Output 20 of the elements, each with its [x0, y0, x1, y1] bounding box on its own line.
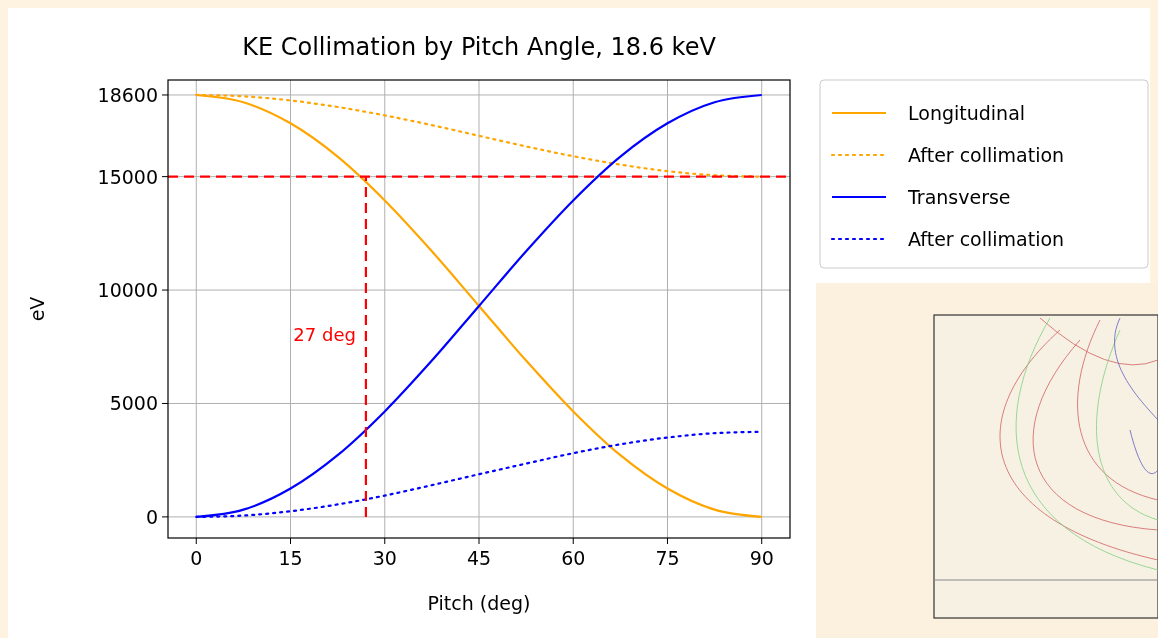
x-tick-label: 30 — [372, 547, 397, 569]
y-tick-label: 10000 — [97, 279, 158, 302]
y-tick-label: 15000 — [97, 165, 158, 188]
chart-title: KE Collimation by Pitch Angle, 18.6 keV — [242, 33, 717, 61]
y-tick-label: 18600 — [97, 83, 158, 106]
x-tick-label: 45 — [466, 547, 492, 569]
x-tick-label: 0 — [190, 547, 203, 569]
legend-label: Longitudinal — [908, 102, 1026, 124]
x-tick-label: 75 — [655, 547, 680, 569]
x-tick-label: 15 — [278, 547, 303, 569]
legend-label: After collimation — [908, 144, 1065, 166]
y-tick-label: 5000 — [109, 392, 158, 415]
legend-label: Transverse — [907, 186, 1011, 208]
x-axis-title: Pitch (deg) — [427, 592, 531, 614]
x-tick-label: 60 — [561, 547, 586, 569]
legend-label: After collimation — [908, 228, 1065, 250]
x-tick-label: 90 — [749, 547, 774, 569]
annotation: 27 deg — [293, 324, 356, 346]
y-tick-label: 0 — [145, 505, 158, 528]
y-axis-title: eV — [26, 296, 48, 322]
